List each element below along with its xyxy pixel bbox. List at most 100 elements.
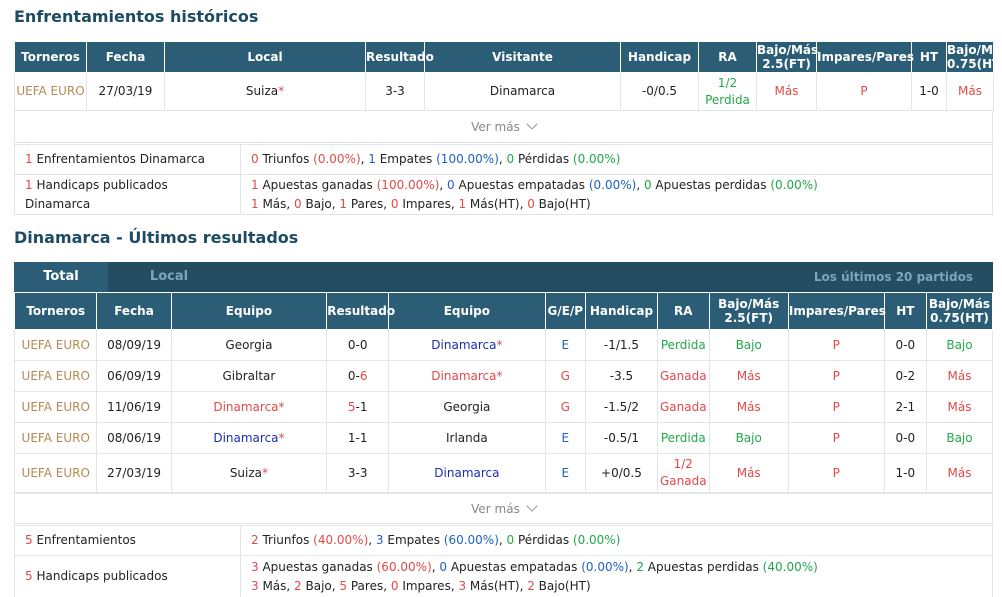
bets-line: 3 Apuestas ganadas (60.00%), 0 Apuestas … [251, 558, 982, 577]
tab-local[interactable]: Local [149, 269, 189, 284]
ra-cell: Ganada [657, 391, 710, 423]
col-home-team: Equipo [170, 292, 328, 330]
team-name[interactable]: Suiza [245, 84, 279, 98]
result-cell: 1-1 [326, 422, 390, 454]
league-cell[interactable]: UEFA EURO [13, 360, 98, 392]
summary-row: 5 Enfrentamientos 2 Triunfos (40.00%), 3… [14, 525, 993, 556]
score-home: 0 [347, 368, 356, 383]
away-team-cell[interactable]: Georgia [388, 391, 546, 423]
losses-label: Pérdidas [514, 533, 573, 547]
col-torneros: Torneros [14, 41, 87, 73]
gep-cell: E [544, 422, 586, 454]
stat-label: Impares, [398, 578, 459, 593]
bm-ft-cell: Bajo [708, 422, 789, 454]
col-away-team: Equipo [388, 292, 546, 330]
handicap-cell: -0/0.5 [620, 72, 699, 111]
bm-ft-cell: Más [708, 453, 789, 493]
star-marker: * [278, 430, 285, 445]
lost-pct: (0.00%) [770, 177, 818, 192]
team-name[interactable]: Dinamarca [431, 368, 497, 383]
league-cell[interactable]: UEFA EURO [13, 422, 98, 454]
team-name[interactable]: Gibraltar [222, 368, 276, 383]
local-team-cell[interactable]: Suiza* [164, 72, 366, 111]
losses-count: 0 [506, 533, 515, 547]
home-team-cell[interactable]: Dinamarca* [170, 391, 328, 423]
stat-count: 5 [339, 578, 348, 593]
result-cell: 3-3 [326, 453, 390, 493]
col-visitante: Visitante [424, 41, 621, 73]
away-team-cell[interactable]: Dinamarca* [388, 360, 546, 392]
recent-title: Dinamarca - Últimos resultados [14, 228, 299, 247]
won-pct: (60.00%) [376, 559, 432, 574]
ra-cell: Perdida [657, 329, 710, 361]
date-cell: 27/03/19 [86, 72, 165, 111]
stat-count: 1 [251, 196, 259, 211]
summary-count: 5 [25, 569, 33, 583]
sep: , [498, 152, 507, 166]
star-marker: * [496, 368, 503, 383]
league-cell[interactable]: UEFA EURO [13, 329, 98, 361]
handicap-cell: -0.5/1 [584, 422, 659, 454]
away-team-cell[interactable]: Dinamarca* [388, 329, 546, 361]
summary-label: 5 Handicaps publicados [14, 555, 241, 597]
summary-label-text: Enfrentamientos [36, 533, 136, 547]
last-matches-selector[interactable]: Los últimos 20 partidos [813, 270, 973, 284]
score-home: 0 [347, 337, 356, 352]
team-name[interactable]: Georgia [225, 337, 273, 352]
team-name[interactable]: Irlanda [446, 430, 488, 445]
score-away: 0 [359, 337, 368, 352]
home-team-cell[interactable]: Georgia [170, 329, 328, 361]
won-count: 3 [251, 559, 259, 574]
ht-cell: 1-0 [883, 453, 927, 493]
score-home: 5 [347, 399, 356, 414]
recent-summary: 5 Enfrentamientos 2 Triunfos (40.00%), 3… [14, 525, 993, 597]
home-team-cell[interactable]: Gibraltar [170, 360, 328, 392]
sep: , [431, 559, 440, 574]
ver-mas-button[interactable]: Ver más [14, 493, 993, 524]
lost-pct: (40.00%) [762, 559, 818, 574]
col-bm-ft: Bajo/Más 2.5(FT) [708, 292, 789, 330]
stat-label: Impares, [398, 196, 459, 211]
team-name[interactable]: Dinamarca [213, 399, 279, 414]
league-cell[interactable]: UEFA EURO [14, 72, 87, 111]
away-team-cell[interactable]: Dinamarca [388, 453, 546, 493]
star-marker: * [278, 399, 285, 414]
losses-label: Pérdidas [514, 152, 573, 166]
stat-count: 0 [294, 196, 302, 211]
won-count: 1 [251, 177, 259, 192]
date-cell: 08/09/19 [96, 329, 172, 361]
away-team-cell[interactable]: Irlanda [388, 422, 546, 454]
ra-status: Ganada [659, 474, 707, 488]
ver-mas-button[interactable]: Ver más [14, 111, 993, 143]
team-name[interactable]: Georgia [443, 399, 491, 414]
draws-label: Empates [375, 152, 437, 166]
team-name[interactable]: Dinamarca [213, 430, 279, 445]
home-team-cell[interactable]: Suiza* [170, 453, 328, 493]
push-count: 0 [439, 559, 448, 574]
table-row: UEFA EURO 08/09/19 Georgia 0-0 Dinamarca… [13, 329, 994, 361]
stat-label: Más, [258, 196, 295, 211]
visitor-team-cell[interactable]: Dinamarca [424, 72, 621, 111]
col-bm-ft: Bajo/Más 2.5(FT) [756, 41, 819, 73]
team-name[interactable]: Dinamarca [434, 465, 500, 480]
push-label: Apuestas empatadas [447, 559, 582, 574]
league-cell[interactable]: UEFA EURO [13, 453, 98, 493]
lost-label: Apuestas perdidas [643, 559, 763, 574]
handicap-cell: -1.5/2 [584, 391, 659, 423]
stat-label: Bajo(HT) [534, 196, 591, 211]
league-cell[interactable]: UEFA EURO [13, 391, 98, 423]
summary-row: 1 Enfrentamientos Dinamarca 0 Triunfos (… [14, 144, 993, 175]
bm-ht-cell: Más [925, 360, 994, 392]
push-count: 0 [447, 177, 455, 192]
stat-count: 1 [339, 196, 348, 211]
home-team-cell[interactable]: Dinamarca* [170, 422, 328, 454]
ip-cell: P [787, 422, 885, 454]
recent-results-table: Torneros Fecha Equipo Resultado Equipo G… [13, 292, 994, 493]
team-name[interactable]: Dinamarca [431, 337, 497, 352]
bm-ft-cell: Más [708, 391, 789, 423]
tab-total[interactable]: Total [14, 262, 108, 292]
team-name[interactable]: Suiza [229, 465, 263, 480]
stat-label: Bajo, [301, 578, 340, 593]
wins-pct: (40.00%) [313, 533, 369, 547]
won-label: Apuestas ganadas [258, 177, 377, 192]
